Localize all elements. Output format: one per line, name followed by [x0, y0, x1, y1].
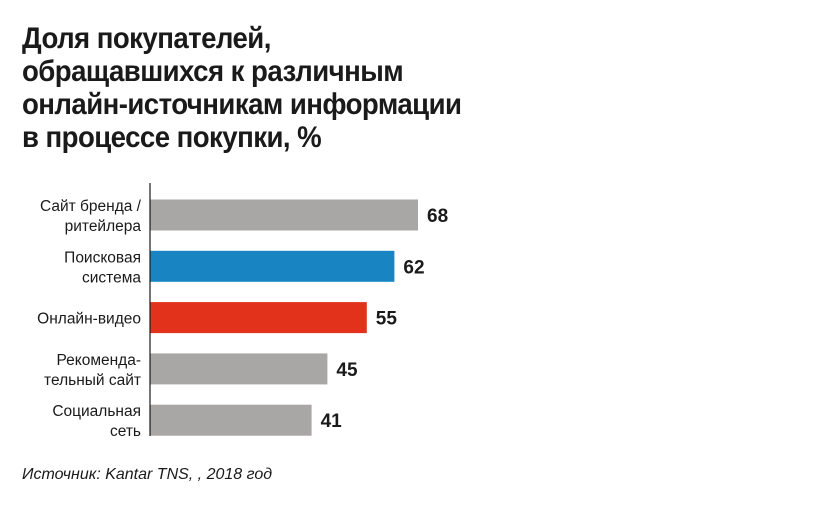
category-label: Поисковая — [64, 249, 141, 266]
category-label: тельный сайт — [44, 372, 141, 389]
chart-title: Доля покупателей, обращавшихся к различн… — [22, 22, 500, 154]
bar — [150, 404, 312, 436]
chart-title-line: в процессе покупки, % — [22, 121, 322, 154]
bar — [150, 199, 418, 231]
value-label: 45 — [336, 360, 358, 381]
chart-title-line: Доля покупателей, — [22, 22, 271, 55]
bar — [150, 250, 395, 282]
category-label: Социальная — [52, 403, 141, 420]
category-label: сеть — [110, 423, 141, 440]
value-label: 62 — [403, 257, 424, 278]
category-label: система — [82, 269, 141, 286]
bar — [150, 353, 328, 385]
bar — [150, 302, 367, 334]
value-label: 55 — [376, 309, 398, 330]
category-label: ритейлера — [65, 218, 142, 235]
value-label: 41 — [321, 411, 343, 432]
chart-title-line: обращавшихся к различным — [22, 55, 404, 88]
category-label: Онлайн-видео — [37, 311, 141, 328]
value-label: 68 — [427, 206, 448, 227]
category-label: Рекоменда- — [56, 352, 141, 369]
chart-title-line: онлайн-источникам информации — [22, 88, 462, 121]
source-note: Источник: Kantar TNS, , 2018 год — [22, 466, 273, 483]
category-label: Сайт бренда / — [40, 198, 142, 215]
